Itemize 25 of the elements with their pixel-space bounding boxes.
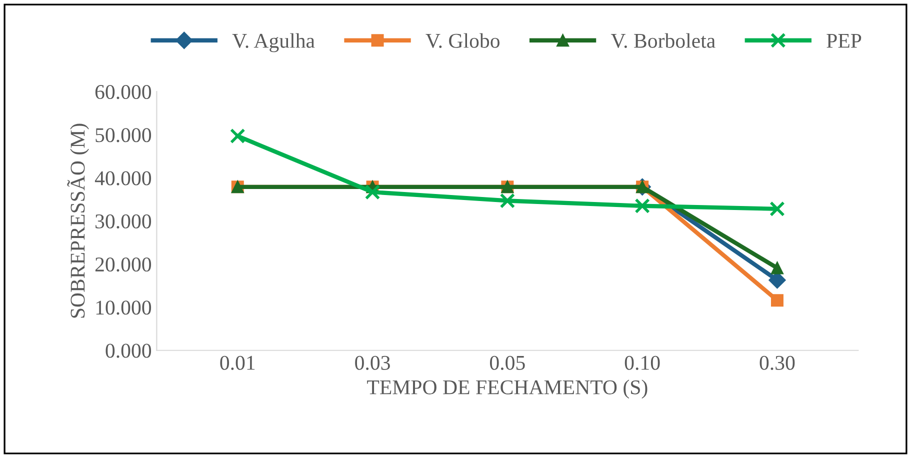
x-axis-title: TEMPO DE FECHAMENTO (S) — [367, 380, 648, 399]
point — [634, 198, 650, 214]
legend-label: V. Globo — [426, 33, 500, 48]
point — [770, 262, 784, 274]
point — [500, 193, 516, 208]
y-tick-label: 0.000 — [106, 344, 152, 358]
point — [364, 184, 380, 200]
y-tick-label: 60.000 — [95, 84, 152, 100]
y-tick-label: 30.000 — [96, 214, 152, 229]
x-tick-label: 0.03 — [355, 356, 390, 370]
y-tick-label: 10.000 — [96, 300, 152, 315]
y-axis-title: SOBREPRESSÃO (M) — [67, 124, 89, 318]
y-tick-label: 40.000 — [94, 171, 152, 186]
legend-label: V. Borboleta — [610, 33, 716, 48]
y-tick-label: 50.000 — [96, 128, 152, 142]
point — [770, 201, 785, 217]
x-tick-label: 0.01 — [220, 356, 255, 370]
point — [230, 128, 246, 144]
legend-label: PEP — [826, 34, 862, 48]
legend-label: V. Agulha — [232, 33, 315, 52]
point — [770, 294, 784, 307]
x-tick-label: 0.05 — [490, 356, 525, 370]
x-tick-label: 0.10 — [624, 356, 660, 370]
y-tick-label: 20.000 — [95, 257, 152, 272]
x-tick-label: 0.30 — [760, 356, 795, 370]
